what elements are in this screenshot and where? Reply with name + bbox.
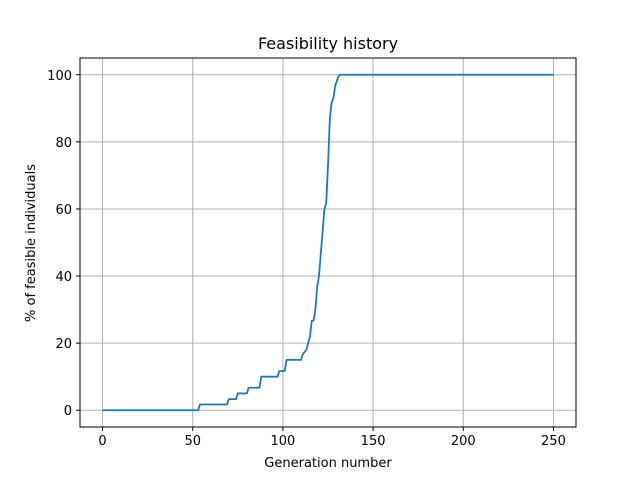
y-axis: 0 20 40 60 80 100 bbox=[47, 69, 80, 419]
x-tick-label: 0 bbox=[98, 434, 106, 449]
y-tick-label: 80 bbox=[55, 136, 72, 151]
y-axis-label: % of feasible individuals bbox=[24, 164, 39, 322]
x-tick-label: 100 bbox=[270, 434, 295, 449]
chart-title: Feasibility history bbox=[258, 34, 398, 53]
y-tick-label: 0 bbox=[64, 404, 72, 419]
y-tick-label: 100 bbox=[47, 69, 72, 84]
x-tick-label: 150 bbox=[361, 434, 386, 449]
series-layer bbox=[102, 73, 554, 412]
axes-frame bbox=[79, 57, 577, 428]
grid bbox=[80, 58, 576, 427]
x-tick-label: 200 bbox=[451, 434, 476, 449]
x-axis-label: Generation number bbox=[264, 456, 392, 471]
y-tick-label: 60 bbox=[55, 203, 72, 218]
x-tick-label: 50 bbox=[184, 434, 201, 449]
y-tick-label: 40 bbox=[55, 270, 72, 285]
x-axis: 0 50 100 150 200 250 bbox=[98, 427, 566, 449]
y-tick-label: 20 bbox=[55, 337, 72, 352]
series-line bbox=[102, 73, 554, 412]
x-tick-label: 250 bbox=[541, 434, 566, 449]
